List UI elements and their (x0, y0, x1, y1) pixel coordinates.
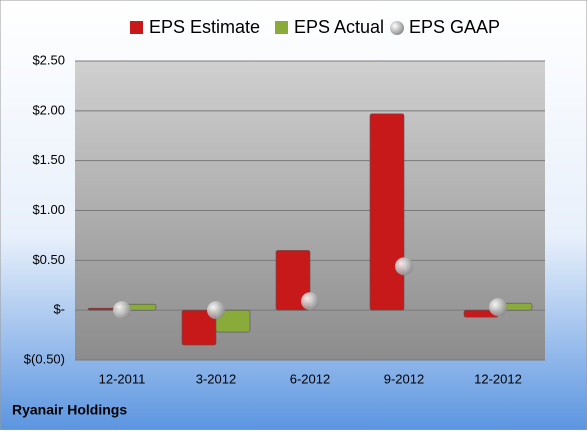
gaap-dot (113, 301, 131, 320)
gaap-dot (489, 298, 507, 317)
y-tick-label: $1.00 (32, 202, 65, 217)
gaap-dot (301, 292, 319, 311)
y-tick-label: $(0.50) (24, 351, 65, 366)
bar (275, 250, 311, 311)
x-tick-label: 6-2012 (290, 371, 330, 386)
legend-label: EPS GAAP (409, 17, 500, 37)
gaap-dot (207, 301, 225, 320)
bar (369, 113, 405, 311)
y-tick-label: $2.00 (32, 102, 65, 117)
y-tick-label: $1.50 (32, 152, 65, 167)
x-tick-label: 3-2012 (196, 371, 236, 386)
bar (215, 309, 251, 333)
x-tick-label: 9-2012 (384, 371, 424, 386)
y-tick-label: $0.50 (32, 252, 65, 267)
legend-swatch (390, 21, 404, 35)
company-name: Ryanair Holdings (12, 402, 127, 418)
x-tick-label: 12-2011 (99, 371, 146, 386)
legend-swatch (275, 21, 288, 34)
x-tick-label: 12-2012 (474, 371, 522, 386)
legend-label: EPS Actual (294, 17, 384, 37)
y-tick-label: $- (53, 302, 65, 317)
y-tick-label: $2.50 (32, 52, 65, 67)
gaap-dot (395, 257, 413, 276)
legend-label: EPS Estimate (149, 17, 260, 37)
legend-swatch (130, 21, 143, 34)
